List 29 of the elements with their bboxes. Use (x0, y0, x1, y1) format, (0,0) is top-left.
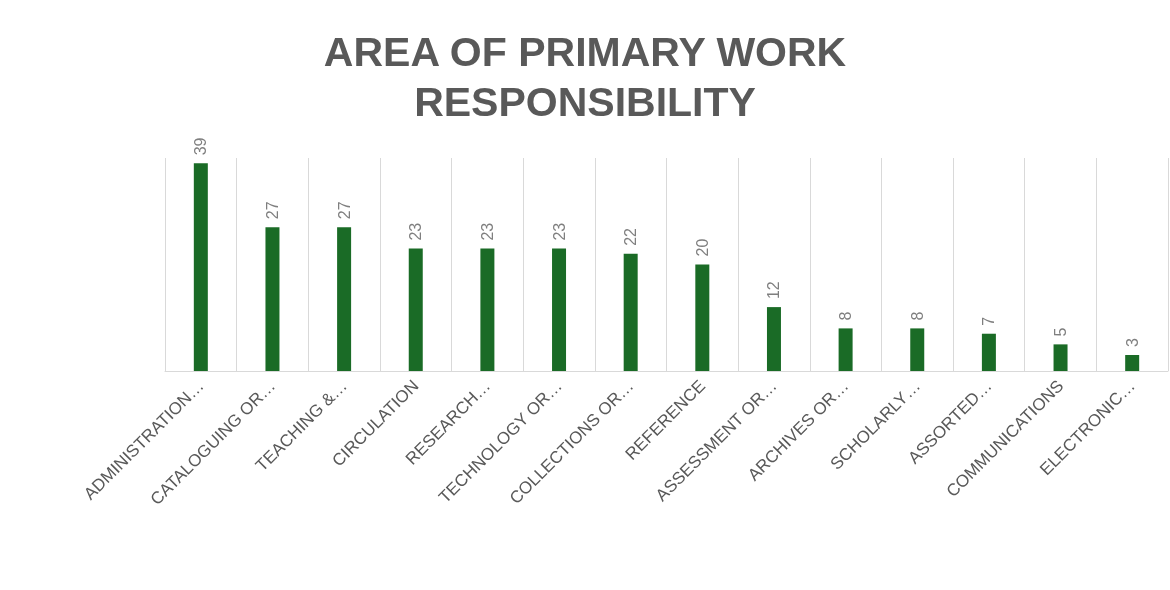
bar (193, 163, 208, 371)
data-label: 5 (1052, 327, 1070, 337)
bar (408, 248, 423, 371)
chart-title: AREA OF PRIMARY WORK RESPONSIBILITY (323, 29, 847, 125)
bar (552, 248, 567, 371)
bar (981, 333, 996, 371)
bar (1125, 355, 1140, 371)
data-label: 23 (550, 222, 568, 241)
bar (480, 248, 495, 371)
bar (337, 227, 352, 371)
bar (623, 253, 638, 371)
data-label: 12 (765, 281, 783, 300)
data-label: 7 (980, 316, 998, 326)
bar (838, 328, 853, 371)
bar (910, 328, 925, 371)
data-label: 27 (263, 201, 281, 220)
data-label: 27 (335, 201, 353, 220)
data-label: 23 (407, 222, 425, 241)
data-label: 8 (908, 311, 926, 321)
data-label: 8 (837, 311, 855, 321)
bar (695, 264, 710, 371)
data-label: 39 (192, 137, 210, 156)
data-label: 20 (693, 238, 711, 257)
data-label: 23 (478, 222, 496, 241)
data-label: 22 (622, 227, 640, 246)
bar (265, 227, 280, 371)
data-label: 3 (1123, 338, 1141, 348)
bar (1053, 344, 1068, 371)
bar (766, 307, 781, 371)
